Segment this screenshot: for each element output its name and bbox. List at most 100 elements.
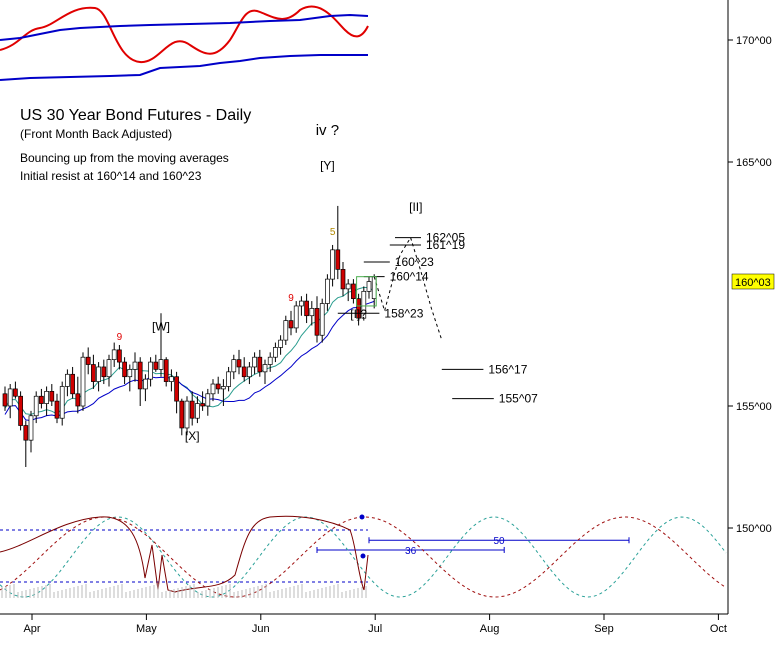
x-tick-label: Jul xyxy=(368,623,382,635)
candle-body xyxy=(257,356,263,373)
candle-body xyxy=(361,290,367,319)
y-tick-label: 155^00 xyxy=(736,401,772,413)
candle-body xyxy=(345,283,351,290)
wave-label: [II] xyxy=(409,200,422,214)
candle-body xyxy=(356,298,361,319)
y-tick-label: 150^00 xyxy=(736,523,772,535)
candle-body xyxy=(366,281,372,292)
candle-body xyxy=(340,269,346,290)
candles xyxy=(2,205,377,467)
candle-body xyxy=(351,283,356,299)
candle-body xyxy=(91,364,96,382)
candle-body xyxy=(49,391,55,402)
cycle-span-label: 36 xyxy=(405,546,417,557)
candle-body xyxy=(319,303,325,336)
x-tick-label: Sep xyxy=(594,623,614,635)
indicator-blue-lower xyxy=(0,54,368,81)
target-label: 155^07 xyxy=(499,392,538,406)
candle-body xyxy=(101,366,107,378)
count-label: 5 xyxy=(330,227,336,238)
candle-body xyxy=(330,249,335,280)
candle-body xyxy=(226,371,231,387)
ma-slow-line xyxy=(4,300,375,422)
candle-body xyxy=(325,278,330,304)
wave-label: [W] xyxy=(152,319,170,333)
candle-body xyxy=(200,403,205,407)
x-tick-label: Apr xyxy=(23,623,40,635)
candle-body xyxy=(33,395,39,417)
candle-body xyxy=(189,400,195,419)
candle-body xyxy=(127,369,133,378)
wave-label: [X] xyxy=(185,429,200,443)
note-1: Bouncing up from the moving averages xyxy=(20,151,229,165)
candle-body xyxy=(70,373,75,395)
candle-body xyxy=(278,339,283,348)
target-label: 160^14 xyxy=(390,270,429,284)
count-label: 9 xyxy=(117,332,123,343)
candle-body xyxy=(44,391,49,404)
candle-body xyxy=(143,378,148,390)
y-axis-ticks: 170^00 165^00 155^00 150^00 xyxy=(728,35,772,535)
oscillator-line xyxy=(0,515,369,593)
count-label: 9 xyxy=(288,293,294,304)
candle-body xyxy=(54,400,60,419)
candle-body xyxy=(304,300,309,317)
indicator-top-panel xyxy=(0,5,369,81)
candle-body xyxy=(117,349,122,363)
target-label: 160^23 xyxy=(395,255,434,269)
candle-body xyxy=(247,366,252,378)
candle-body xyxy=(169,376,174,382)
current-price-box xyxy=(731,273,775,290)
candle-body xyxy=(283,320,289,341)
candle-body xyxy=(252,356,257,368)
candle-body xyxy=(241,366,247,378)
candle-body xyxy=(96,366,101,382)
candle-body xyxy=(371,276,377,299)
plot-frame xyxy=(0,0,729,615)
candle-body xyxy=(163,359,169,382)
indicator-blue-upper xyxy=(0,13,369,41)
x-tick-label: Oct xyxy=(710,623,727,635)
candle-body xyxy=(23,425,29,441)
moving-averages xyxy=(4,286,375,422)
candle-body xyxy=(335,249,341,270)
candle-body xyxy=(174,376,179,402)
candle-body xyxy=(293,305,299,329)
candle-body xyxy=(210,383,216,395)
candle-body xyxy=(13,388,18,397)
cycle-wave-short xyxy=(0,516,727,598)
wave-label: [Y] xyxy=(320,158,335,172)
title-block: US 30 Year Bond Futures - Daily (Front M… xyxy=(20,107,251,183)
candle-body xyxy=(111,349,117,360)
candle-body xyxy=(2,393,8,407)
candle-body xyxy=(221,386,226,390)
candle-body xyxy=(179,400,185,429)
cycle-span-label: 50 xyxy=(493,536,505,547)
candle-body xyxy=(148,361,153,380)
candle-body xyxy=(262,364,268,373)
candle-body xyxy=(137,361,143,390)
x-tick-label: Aug xyxy=(480,623,500,635)
candle-body xyxy=(205,393,211,407)
candle-body xyxy=(215,383,221,390)
candle-body xyxy=(267,356,273,365)
candle-body xyxy=(65,373,70,387)
candle-body xyxy=(236,359,242,368)
candle-body xyxy=(273,347,278,358)
y-tick-label: 165^00 xyxy=(736,157,772,169)
x-tick-label: May xyxy=(136,623,157,635)
candle-body xyxy=(158,359,164,370)
candle-body xyxy=(85,356,91,365)
highlight-box xyxy=(356,276,377,307)
target-label: 156^17 xyxy=(488,362,527,376)
y-tick-label: 170^00 xyxy=(736,35,772,47)
indicator-red-line xyxy=(0,5,369,64)
candle-body xyxy=(18,395,23,426)
candle-body xyxy=(299,300,304,307)
candle-body xyxy=(153,361,159,370)
candle-body xyxy=(106,359,112,378)
target-label: 158^23 xyxy=(384,306,423,320)
candle-body xyxy=(314,308,320,336)
wave-labels: iv ? [Y] [W] [X] [II] [I]? 9 9 5 xyxy=(117,122,423,443)
